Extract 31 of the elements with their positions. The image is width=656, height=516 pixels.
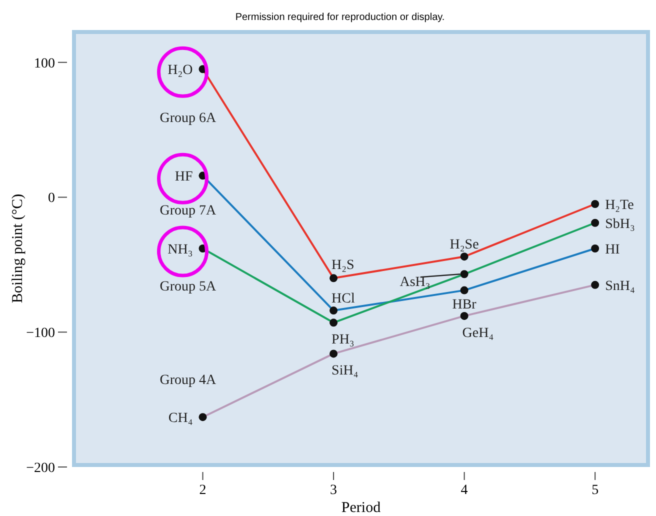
annotation: HF [174,170,193,185]
annotation: GeH₄ [462,326,494,341]
annotation: H₂Se [450,238,479,253]
annotation: PH₃ [332,332,354,348]
annotation: H₂S [332,258,354,274]
series-label: Group 5A [160,280,218,294]
annotation: H₂O [168,63,193,78]
text: Permission required for reproduction or display. [235,12,445,23]
annotation: AsH₃ [400,275,430,290]
annotation: H₂Te [605,198,634,213]
annotation: HBr [452,297,477,312]
series-label: Group 7A [160,204,218,219]
annotation: HCl [332,292,355,307]
x-tick-label: 5 [592,483,599,498]
series-label: Group 4A [160,373,218,388]
y-tick-label: 0 [48,191,55,206]
annotation: SbH₃ [605,216,635,232]
annotation: SiH₄ [332,364,358,379]
annotation: NH₃ [168,242,193,258]
y-tick-label: −100 [26,326,55,342]
annotation: SnH₄ [605,278,635,294]
y-tick-label: 100 [34,56,55,72]
series-label: Group 6A [160,111,218,126]
x-axis-title: Period [341,500,382,516]
annotation: CH₄ [168,411,193,426]
annotation: HI [605,242,620,258]
y-tick-label: −200 [26,461,55,476]
x-tick-label: 4 [460,483,468,498]
y-axis-title: Boiling point (°C) [10,194,26,304]
x-tick-label: 2 [199,483,206,498]
x-tick-label: 3 [330,483,338,498]
